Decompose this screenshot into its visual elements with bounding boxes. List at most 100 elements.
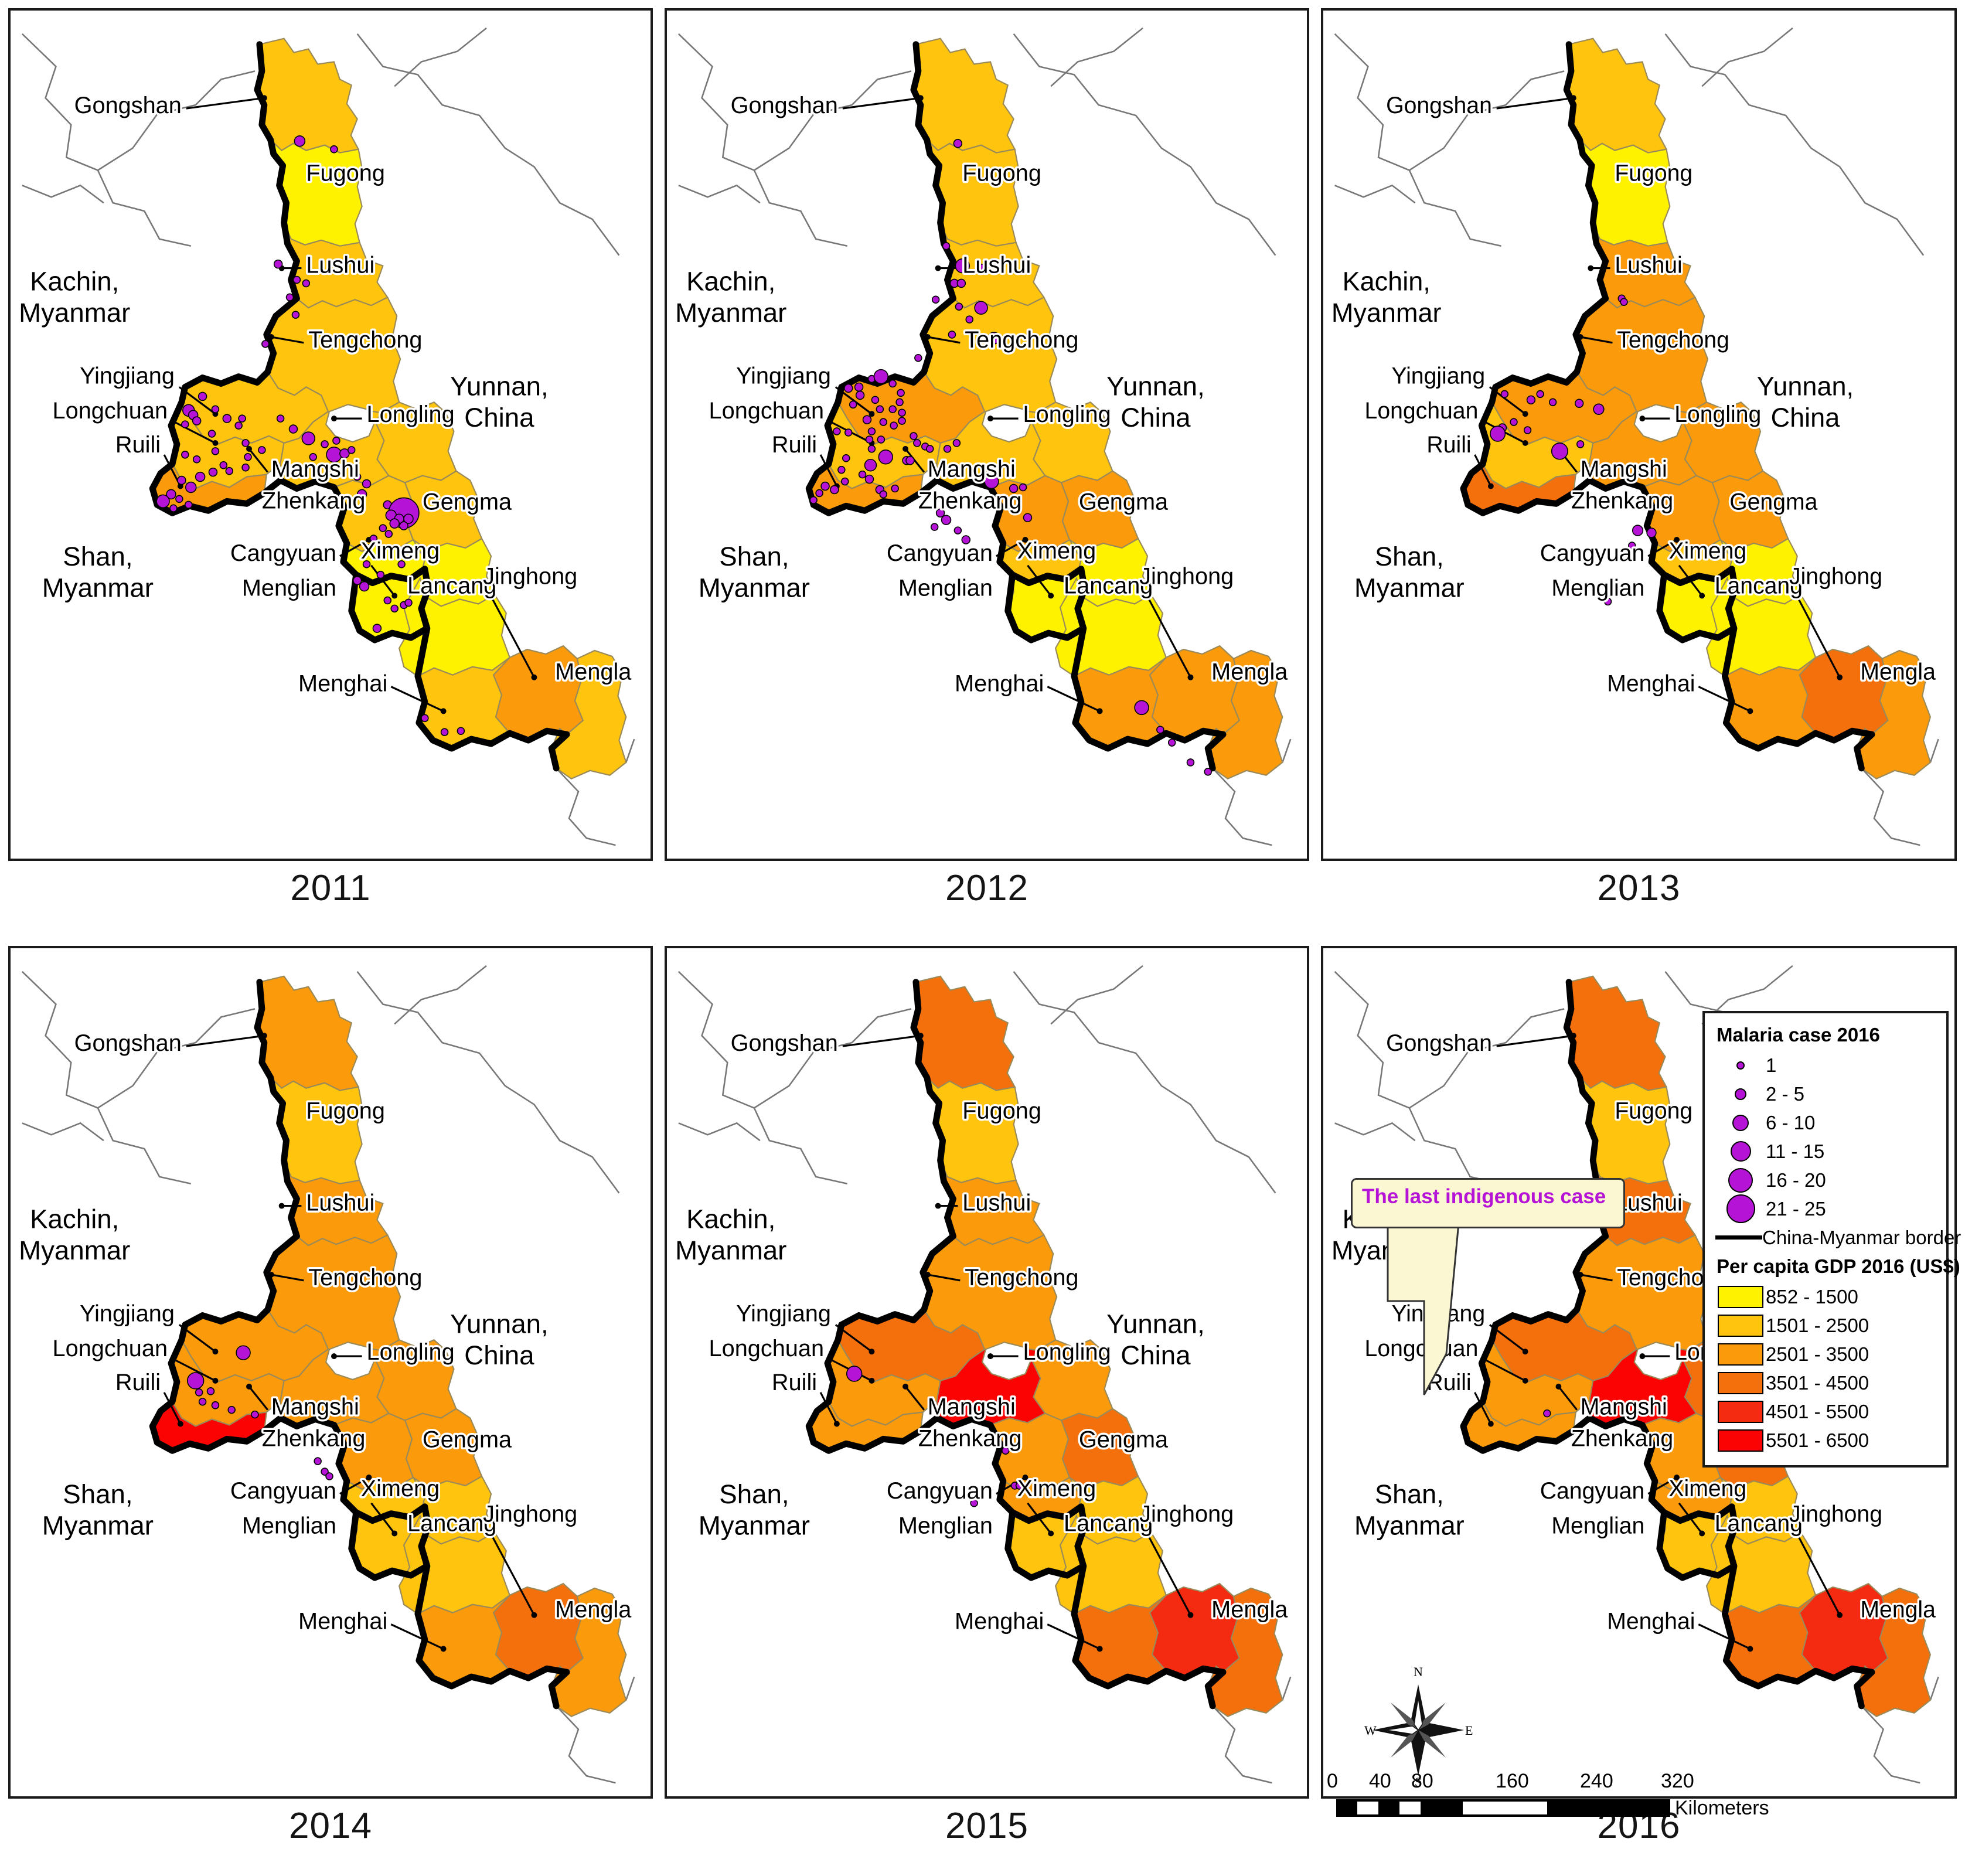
region-label: Yunnan, [1106, 371, 1205, 401]
county-label-lushui: Lushui [962, 252, 1031, 278]
malaria-case-point [930, 523, 939, 531]
county-label-ximeng: Ximeng [1017, 1476, 1096, 1502]
legend-row-gdp-3: 3501 - 4500 [1715, 1368, 1936, 1397]
enclave-area [325, 404, 376, 443]
malaria-case-point [1575, 399, 1584, 408]
malaria-case-point [1551, 442, 1568, 460]
malaria-case-point [219, 461, 228, 469]
malaria-case-point [359, 581, 370, 592]
county-label-ruili: Ruili [772, 432, 817, 458]
region-label: Myanmar [675, 298, 786, 328]
map-panel-2015: Gongshan Fugong Lushui Tengchong Yingjiang Lo… [665, 946, 1309, 1799]
year-label-2013: 2013 [1597, 868, 1681, 908]
case-dot-symbol [1715, 1114, 1766, 1131]
region-label: Shan, [1375, 1479, 1444, 1509]
region-label: Yunnan, [1106, 1309, 1205, 1339]
legend-row-case-4: 16 - 20 [1715, 1166, 1936, 1194]
malaria-case-point [292, 275, 301, 284]
malaria-case-point [942, 242, 951, 250]
legend-row-case-1: 2 - 5 [1715, 1080, 1936, 1108]
malaria-case-point [890, 421, 898, 430]
region-label: Myanmar [675, 1235, 786, 1265]
county-mengla [551, 649, 627, 780]
malaria-case-point [195, 471, 206, 482]
county-label-gongshan: Gongshan [731, 1030, 838, 1056]
enclave-area [981, 1342, 1032, 1381]
county-label-cangyuan: Cangyuan [1540, 540, 1645, 566]
region-label: Kachin, [1343, 266, 1431, 296]
malaria-case-point [1015, 1482, 1024, 1490]
county-label-zhenkang: Zhenkang [1571, 488, 1673, 513]
malaria-case-point [1646, 527, 1657, 538]
malaria-case-point [1023, 513, 1033, 522]
malaria-case-point [294, 135, 306, 147]
malaria-case-point [935, 508, 945, 518]
malaria-case-point [258, 446, 266, 454]
malaria-case-point [1603, 597, 1612, 606]
county-label-jinghong: Jinghong [483, 1502, 577, 1527]
malaria-case-point [837, 465, 846, 474]
malaria-case-point [1009, 484, 1019, 493]
malaria-case-point [207, 430, 216, 438]
county-label-tengchong: Tengchong [308, 327, 422, 353]
gdp-color-swatch [1715, 1343, 1766, 1366]
malaria-case-point [955, 258, 970, 274]
malaria-case-point [871, 396, 880, 404]
malaria-case-point [1167, 738, 1176, 747]
county-label-menglian: Menglian [898, 1513, 993, 1538]
legend-row-border: China-Myanmar border [1715, 1223, 1961, 1252]
case-dot-symbol [1715, 1088, 1766, 1100]
county-label-jinghong: Jinghong [1139, 1502, 1234, 1527]
county-label-menglian: Menglian [242, 575, 336, 601]
case-dot-symbol [1715, 1167, 1766, 1193]
malaria-case-point [185, 481, 197, 493]
legend-row-gdp-5: 5501 - 6500 [1715, 1426, 1936, 1455]
malaria-case-point [1204, 768, 1212, 776]
county-label-mangshi: Mangshi [1581, 1394, 1667, 1419]
scale-tick-240: 240 [1580, 1770, 1613, 1792]
case-dot-symbol [1715, 1141, 1766, 1162]
malaria-case-point [878, 450, 893, 465]
map-panel-2011: Gongshan Fugong Lushui Tengchong Yingjiang Lo… [8, 8, 653, 861]
county-label-mengla: Mengla [1860, 659, 1935, 685]
county-label-ximeng: Ximeng [1017, 538, 1096, 564]
malaria-case-point [1628, 542, 1636, 550]
malaria-case-point [855, 390, 865, 400]
malaria-case-point [285, 293, 294, 302]
region-label: Myanmar [699, 1510, 810, 1540]
legend-row-gdp-2: 2501 - 3500 [1715, 1340, 1936, 1368]
enclave-area [325, 1342, 376, 1381]
malaria-case-point [977, 549, 985, 557]
malaria-case-point [949, 1402, 958, 1411]
malaria-case-point [1019, 483, 1027, 492]
malaria-case-point [948, 331, 956, 339]
county-label-gongshan: Gongshan [74, 1030, 182, 1056]
region-label: Shan, [63, 1479, 132, 1509]
malaria-case-point [227, 1405, 236, 1414]
legend-gdp-label: 5501 - 6500 [1766, 1429, 1869, 1451]
malaria-case-point [1156, 726, 1164, 734]
county-label-ximeng: Ximeng [361, 538, 440, 564]
county-label-cangyuan: Cangyuan [230, 1478, 336, 1504]
malaria-case-point [208, 467, 218, 477]
region-label: Myanmar [1331, 298, 1442, 328]
region-label: China [464, 403, 534, 433]
county-label-ruili: Ruili [115, 1370, 161, 1395]
compass-n: N [1414, 1664, 1423, 1679]
malaria-case-point [169, 504, 178, 513]
county-label-longchuan: Longchuan [709, 398, 824, 424]
region-label: Myanmar [699, 573, 810, 602]
malaria-case-point [198, 1397, 207, 1406]
malaria-case-point [867, 427, 876, 435]
malaria-case-point [440, 728, 449, 736]
county-label-fugong: Fugong [306, 1098, 385, 1123]
scale-bar: 0 40 80 160 240 320 Kilometers [1327, 1770, 1769, 1823]
malaria-case-point [953, 138, 963, 148]
malaria-case-point [867, 445, 876, 453]
county-label-jinghong: Jinghong [1789, 1501, 1882, 1527]
malaria-case-point [389, 518, 400, 529]
county-label-longchuan: Longchuan [709, 1336, 824, 1361]
county-label-gongshan: Gongshan [1386, 93, 1492, 118]
malaria-case-point [841, 477, 849, 486]
